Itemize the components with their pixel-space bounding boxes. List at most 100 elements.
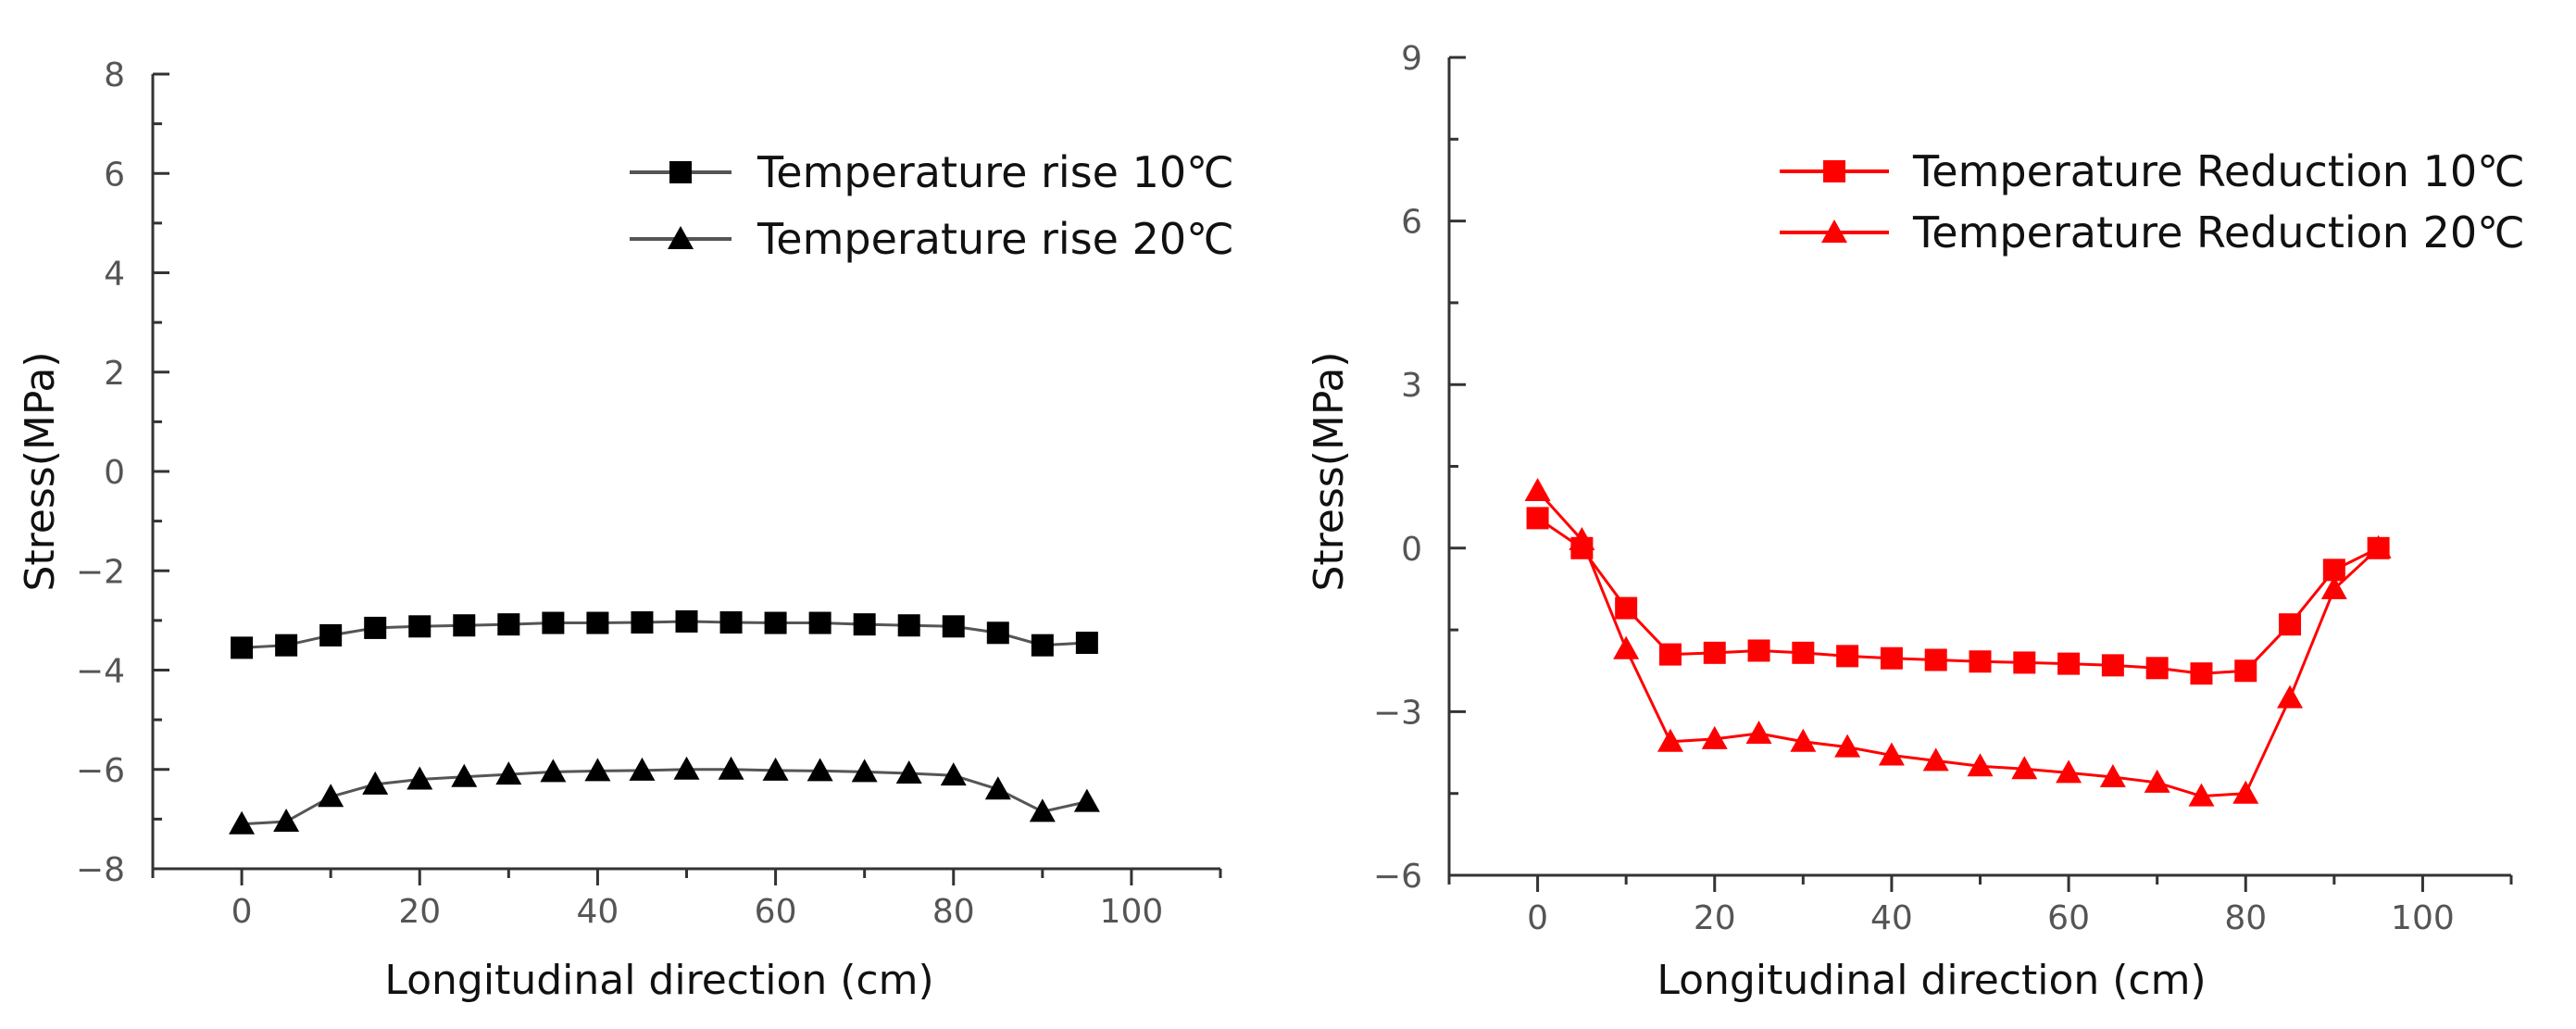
y-tick-label: −6 <box>76 752 125 790</box>
data-point <box>851 759 878 783</box>
y-tick-label: −2 <box>76 553 125 591</box>
legend-entry: Temperature rise 20℃ <box>630 214 1234 264</box>
y-tick-label: 6 <box>1401 204 1422 242</box>
data-point <box>2320 575 2347 599</box>
legend-label: Temperature Reduction 10℃ <box>1912 146 2525 196</box>
data-point <box>2099 764 2126 788</box>
series-square <box>231 609 1098 659</box>
x-tick-label: 0 <box>231 893 253 931</box>
data-point <box>408 615 431 638</box>
data-point <box>586 611 609 634</box>
data-point <box>1701 725 1728 749</box>
data-point <box>497 613 520 636</box>
data-point <box>1031 634 1054 657</box>
data-point <box>1569 526 1595 550</box>
y-tick-label: −4 <box>76 653 125 691</box>
data-point <box>1880 646 1903 670</box>
data-point <box>1967 753 1994 777</box>
data-point <box>1615 596 1638 620</box>
data-point <box>807 758 833 782</box>
data-point <box>1792 641 1815 664</box>
series-triangle <box>1524 477 2392 807</box>
legend-label: Temperature Reduction 20℃ <box>1912 207 2525 257</box>
data-point <box>1029 798 1056 822</box>
legend-entry: Temperature Reduction 10℃ <box>1780 146 2525 196</box>
data-point <box>1075 632 1098 655</box>
y-tick-label: 9 <box>1401 40 1422 78</box>
x-tick-label: 20 <box>398 893 441 931</box>
data-point <box>1703 641 1726 664</box>
data-point <box>986 621 1009 645</box>
data-point <box>406 766 433 790</box>
data-point <box>808 611 832 634</box>
data-point <box>2101 654 2124 677</box>
data-point <box>495 761 522 785</box>
data-point <box>1745 720 1772 744</box>
data-point <box>675 609 698 633</box>
data-point <box>451 763 478 787</box>
data-point <box>984 776 1011 800</box>
data-point <box>275 634 298 657</box>
data-point <box>762 757 789 781</box>
y-tick-label: −6 <box>1373 858 1422 896</box>
y-tick-label: 0 <box>1401 531 1422 569</box>
y-tick-label: −8 <box>76 851 125 889</box>
legend-marker <box>1821 220 1847 243</box>
y-tick-label: 4 <box>104 256 125 294</box>
legend-entry: Temperature rise 10℃ <box>630 147 1234 197</box>
data-point <box>718 756 744 780</box>
legend-marker <box>668 226 694 249</box>
data-point <box>631 611 654 634</box>
data-point <box>2011 756 2038 780</box>
x-tick-label: 60 <box>2047 899 2090 937</box>
series-line <box>241 768 1088 826</box>
y-tick-label: 2 <box>104 355 125 393</box>
data-point <box>584 758 611 782</box>
y-tick-label: 0 <box>104 454 125 492</box>
x-tick-label: 100 <box>2391 899 2455 937</box>
data-point <box>273 809 300 833</box>
data-point <box>2145 657 2169 680</box>
x-tick-label: 80 <box>2224 899 2267 937</box>
data-point <box>1747 639 1770 662</box>
data-point <box>1836 645 1859 668</box>
data-point <box>2277 684 2304 709</box>
x-axis-title: Longitudinal direction (cm) <box>1657 957 2206 1004</box>
data-point <box>540 759 567 783</box>
data-point <box>2234 659 2257 683</box>
y-axis-title: Stress(MPa) <box>17 351 64 591</box>
data-point <box>1834 734 1861 758</box>
data-point <box>629 757 656 781</box>
data-point <box>673 756 700 780</box>
chart-temperature-reduction: 0 20 40 60 80 100 −6 −3 0 3 6 9 Longitudinal directi… <box>1306 40 2525 1004</box>
data-point <box>2188 783 2215 807</box>
y-axis-title: Stress(MPa) <box>1306 351 1353 591</box>
data-point <box>1790 728 1817 752</box>
data-point <box>1524 477 1551 501</box>
chart-temperature-rise: 0 20 40 60 80 100 −8 −6 −4 −2 0 2 4 6 8 Longitudinal di… <box>17 56 1234 1004</box>
legend-entry: Temperature Reduction 20℃ <box>1780 207 2525 257</box>
y-tick-label: 3 <box>1401 367 1422 405</box>
data-point <box>2056 759 2082 784</box>
data-point <box>1657 728 1683 752</box>
data-point <box>1073 788 1100 812</box>
data-point <box>229 810 256 834</box>
data-point <box>940 762 967 786</box>
data-point <box>453 614 476 637</box>
y-tick-label: 6 <box>104 156 125 194</box>
data-point <box>1878 742 1905 766</box>
x-tick-label: 40 <box>577 893 619 931</box>
data-point <box>764 611 787 634</box>
data-point <box>231 636 254 659</box>
data-point <box>2057 652 2081 675</box>
data-point <box>1969 650 1992 673</box>
data-point <box>1924 648 1947 671</box>
data-point <box>318 784 344 808</box>
legend-marker <box>669 161 692 183</box>
legend-label: Temperature rise 20℃ <box>757 214 1234 264</box>
data-point <box>2232 780 2259 804</box>
data-point <box>1526 507 1549 530</box>
data-point <box>364 616 387 639</box>
data-point <box>1658 643 1682 666</box>
legend-label: Temperature rise 10℃ <box>757 147 1234 197</box>
